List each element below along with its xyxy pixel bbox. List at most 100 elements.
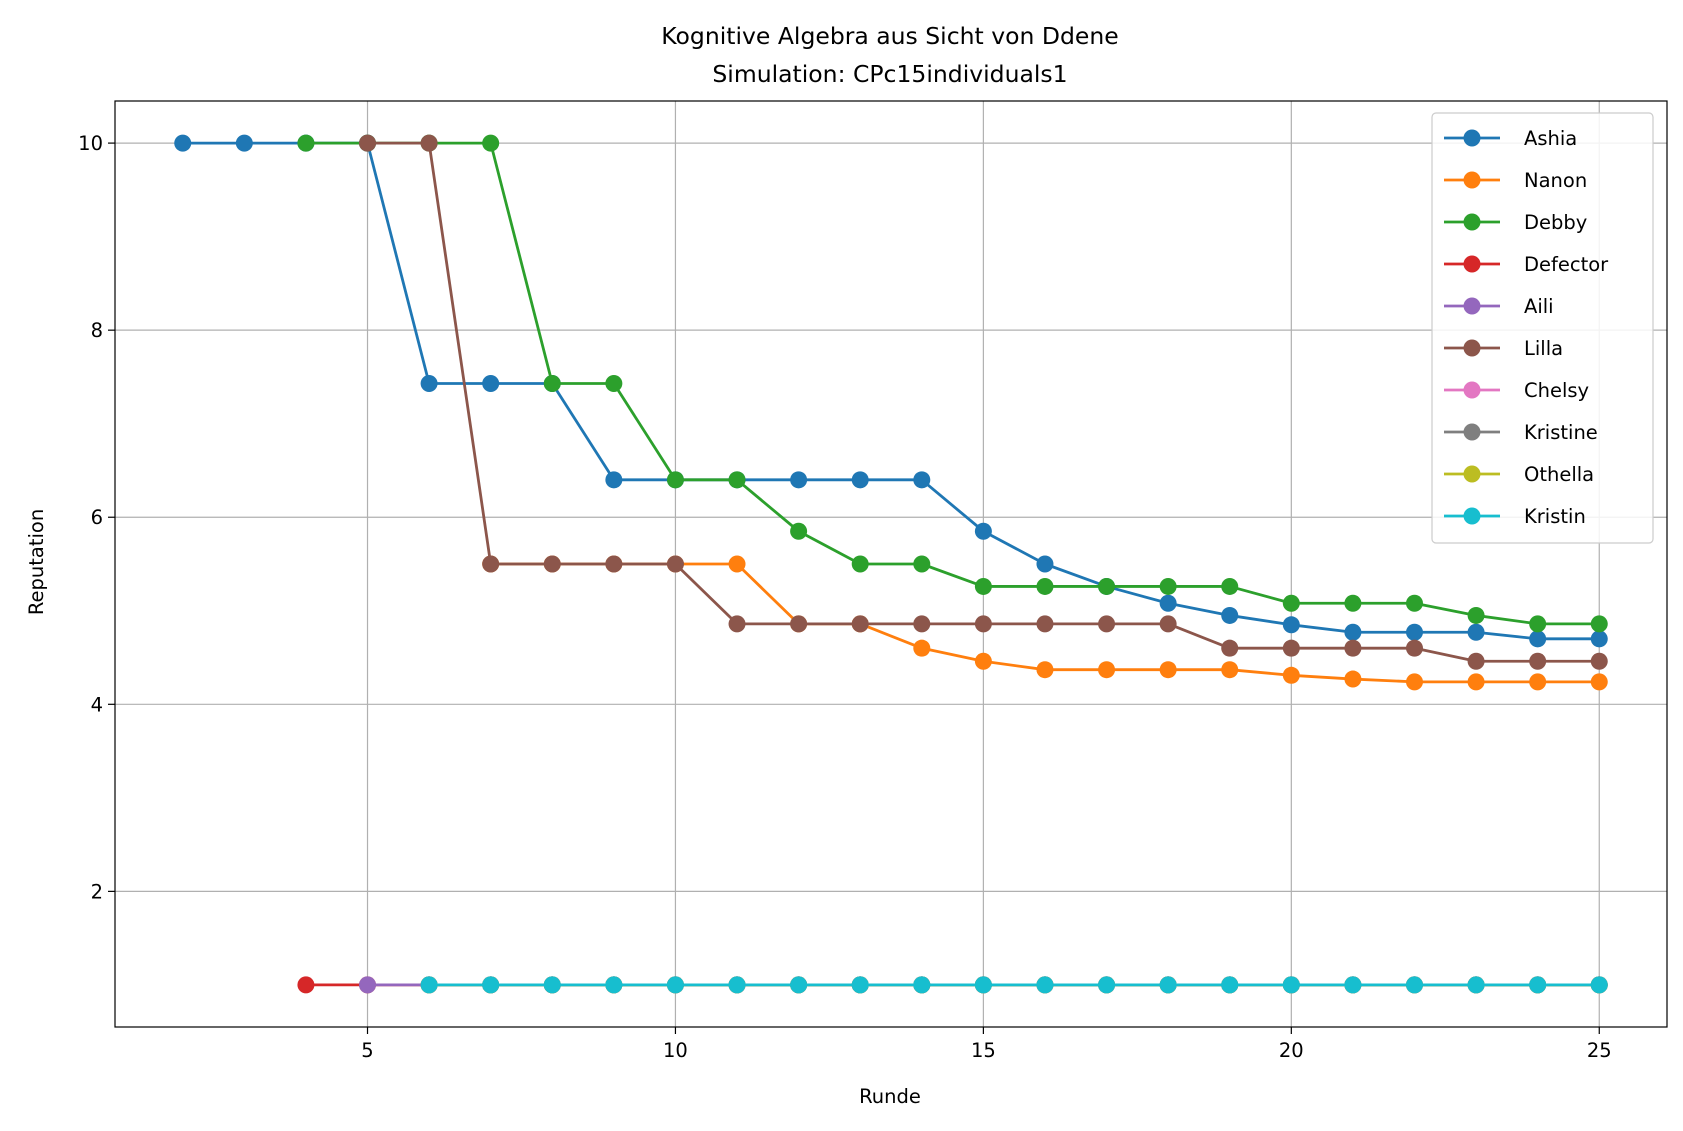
legend-item: Ashia: [1444, 127, 1577, 150]
data-point: [235, 134, 253, 152]
data-point: [1590, 652, 1608, 670]
legend-marker: [1463, 129, 1481, 147]
data-point: [1098, 661, 1116, 679]
data-point: [420, 976, 438, 994]
x-axis-label: Runde: [859, 1085, 921, 1108]
data-point: [605, 555, 623, 573]
legend-item: Aili: [1444, 295, 1554, 318]
data-point: [974, 652, 992, 670]
data-point: [1036, 577, 1054, 595]
data-point: [359, 134, 377, 152]
legend-item: Defector: [1444, 253, 1609, 276]
data-point: [728, 555, 746, 573]
data-point: [174, 134, 192, 152]
x-tick-label: 25: [1587, 1039, 1612, 1062]
data-point: [605, 374, 623, 392]
data-point: [297, 134, 315, 152]
x-tick-label: 5: [361, 1039, 373, 1062]
data-point: [1405, 623, 1423, 641]
data-point: [1344, 670, 1362, 688]
data-point: [1529, 673, 1547, 691]
series-debby: [297, 134, 1608, 633]
data-point: [1467, 623, 1485, 641]
data-point: [1405, 639, 1423, 657]
legend-item: Kristine: [1444, 421, 1598, 444]
data-point: [1282, 976, 1300, 994]
data-point: [605, 471, 623, 489]
axes-frame: [114, 100, 1668, 1028]
legend-label: Othella: [1524, 463, 1594, 486]
data-point: [1344, 639, 1362, 657]
data-point: [605, 976, 623, 994]
legend-label: Lilla: [1524, 337, 1563, 360]
data-point: [1159, 661, 1177, 679]
legend-label: Kristin: [1524, 505, 1586, 528]
legend-label: Kristine: [1524, 421, 1598, 444]
data-point: [1405, 673, 1423, 691]
data-point: [851, 471, 869, 489]
data-point: [1036, 661, 1054, 679]
data-point: [1590, 673, 1608, 691]
data-point: [1590, 630, 1608, 648]
chart-subtitle: Simulation: CPc15individuals1: [712, 60, 1067, 88]
data-point: [1159, 577, 1177, 595]
data-point: [1467, 652, 1485, 670]
data-point: [1159, 615, 1177, 633]
data-point: [913, 471, 931, 489]
data-point: [1282, 594, 1300, 612]
data-point: [1529, 976, 1547, 994]
data-point: [1221, 976, 1239, 994]
data-point: [1344, 623, 1362, 641]
legend-item: Nanon: [1444, 169, 1587, 192]
data-point: [1529, 652, 1547, 670]
legend-item: Chelsy: [1444, 379, 1589, 402]
data-point: [790, 976, 808, 994]
legend-marker: [1463, 381, 1481, 399]
y-axis-label: Reputation: [25, 509, 48, 615]
y-tick-label: 2: [91, 880, 103, 903]
plot-series: [174, 134, 1608, 994]
legend-item: Lilla: [1444, 337, 1563, 360]
data-point: [974, 577, 992, 595]
data-point: [1282, 666, 1300, 684]
data-point: [1405, 594, 1423, 612]
legend-label: Defector: [1524, 253, 1609, 276]
legend-marker: [1463, 213, 1481, 231]
data-point: [728, 615, 746, 633]
data-point: [1282, 616, 1300, 634]
legend-label: Nanon: [1524, 169, 1587, 192]
data-point: [974, 615, 992, 633]
legend-label: Debby: [1524, 211, 1587, 234]
data-point: [1159, 594, 1177, 612]
legend-marker: [1463, 255, 1481, 273]
y-tick-label: 6: [91, 506, 103, 529]
data-point: [974, 522, 992, 540]
data-point: [1344, 976, 1362, 994]
data-point: [1159, 976, 1177, 994]
data-point: [1467, 976, 1485, 994]
series-lilla: [359, 134, 1608, 670]
legend-label: Chelsy: [1524, 379, 1589, 402]
data-point: [1221, 606, 1239, 624]
legend-item: Kristin: [1444, 505, 1586, 528]
data-point: [543, 555, 561, 573]
data-point: [913, 615, 931, 633]
series-kristin: [420, 976, 1608, 994]
data-point: [482, 555, 500, 573]
data-point: [482, 374, 500, 392]
legend-marker: [1463, 465, 1481, 483]
data-point: [482, 976, 500, 994]
legend-marker: [1463, 171, 1481, 189]
legend: Ashia Nanon Debby Defector Aili Lilla Chelsy Kr…: [1431, 112, 1654, 544]
data-point: [420, 134, 438, 152]
data-point: [913, 555, 931, 573]
y-tick-label: 8: [91, 319, 103, 342]
data-point: [1405, 976, 1423, 994]
x-tick-label: 20: [1279, 1039, 1304, 1062]
legend-item: Debby: [1444, 211, 1587, 234]
data-point: [728, 976, 746, 994]
data-point: [666, 555, 684, 573]
series-line: [305, 141, 1600, 626]
